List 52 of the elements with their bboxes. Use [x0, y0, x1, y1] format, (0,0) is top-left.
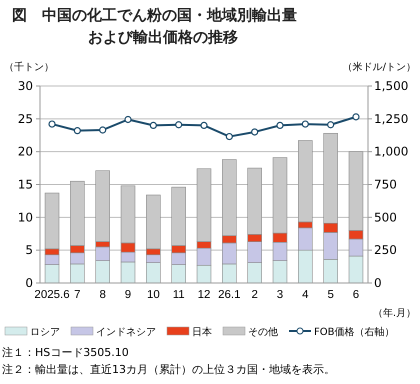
legend-label: 日本 [192, 326, 212, 338]
chart-subtitle: および輸出価格の推移 [88, 28, 238, 46]
y-tick-label: 10 [18, 210, 33, 224]
point [74, 127, 81, 134]
point [226, 132, 233, 140]
x-tick-label: 5 [327, 289, 334, 301]
y2-tick-label: 1,250 [374, 112, 408, 126]
y2-axis-title: （米ドル/トン） [342, 61, 416, 73]
y2-tick-label: 250 [374, 243, 397, 258]
point [276, 122, 284, 129]
point [124, 116, 132, 124]
y-tick-label: 5 [25, 243, 33, 258]
y-tick-label: 20 [18, 144, 33, 159]
text: 注２：輸出量は、直近13カ月（累計）の上位３カ国・地域を表示。 [2, 363, 335, 376]
legend-label: その他 [248, 326, 278, 338]
point [175, 121, 182, 128]
point [327, 121, 334, 128]
point [302, 120, 309, 128]
legend-label: FOB価格（右軸） [314, 326, 394, 338]
point [251, 128, 258, 136]
x-tick-label: 3 [276, 289, 284, 301]
point [99, 126, 106, 134]
x-tick-label: 26.1 [218, 289, 241, 301]
x-tick-label: 4 [302, 289, 310, 301]
y-tick-label: 30 [18, 79, 33, 93]
text: 注１：HSコード3505.10 [2, 346, 129, 359]
x-tick-label: 2 [251, 289, 258, 301]
y-tick-label: 0 [25, 276, 33, 290]
y2-tick-label: 0 [374, 276, 382, 290]
legend-label: ロシア [30, 327, 60, 338]
x-tick-label: 6 [352, 289, 360, 301]
y2-tick-label: 500 [374, 210, 397, 224]
x-tick-label: 12 [198, 289, 210, 301]
x-tick-label: 9 [124, 289, 132, 301]
x-tick-label: 10 [146, 289, 160, 301]
y-tick-label: 15 [18, 178, 33, 192]
x-tick-label: 7 [74, 289, 81, 301]
y2-tick-label: 750 [374, 178, 397, 192]
y-axis-title: （千トン） [4, 61, 54, 73]
x-tick-label: 2025.6 [34, 289, 70, 301]
chart-title: 図 中国の化工でん粉の国・地域別輸出量 [12, 6, 297, 24]
x-axis-title: （年.月） [372, 307, 416, 319]
x-tick-label: 11 [172, 289, 185, 301]
x-tick-label: 8 [99, 289, 106, 301]
legend-label: インドネシア [96, 327, 156, 338]
point [150, 122, 157, 129]
y-tick-label: 25 [18, 112, 33, 126]
point [352, 113, 360, 120]
point [200, 122, 208, 129]
point [48, 120, 56, 128]
y2-tick-label: 1,000 [374, 144, 408, 159]
y2-tick-label: 1,500 [374, 79, 408, 93]
